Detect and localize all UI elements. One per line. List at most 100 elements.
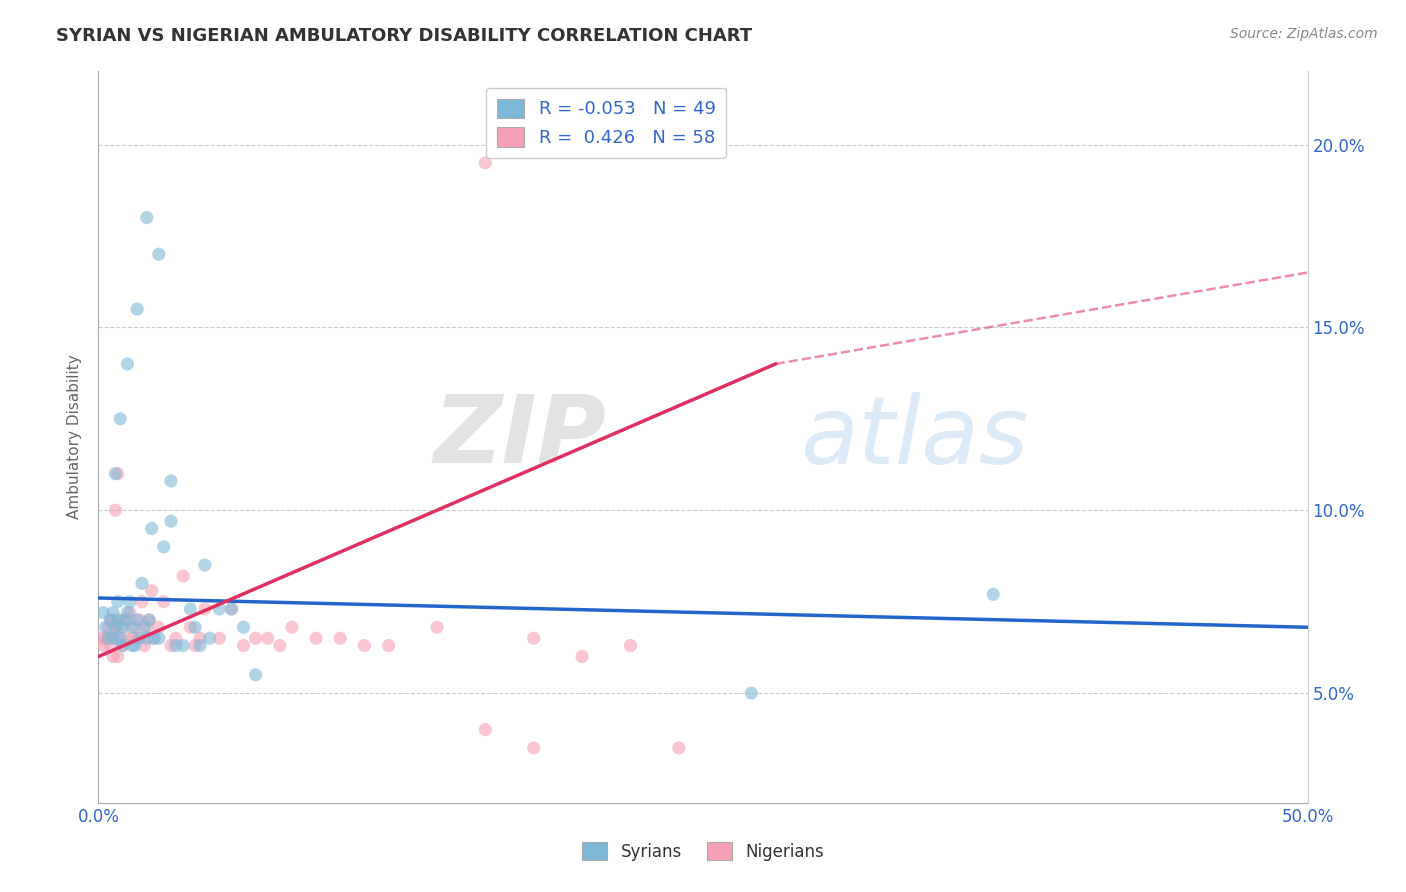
Point (100, 613, 122, 627)
Point (179, 602, 201, 616)
Text: atlas: atlas (800, 392, 1028, 483)
Point (221, 602, 243, 616)
Point (117, 357, 139, 371)
Point (97, 620, 120, 634)
Point (127, 632, 149, 646)
Point (91, 639, 114, 653)
Y-axis label: Ambulatory Disability: Ambulatory Disability (67, 355, 83, 519)
Point (134, 620, 156, 634)
Point (117, 606, 139, 620)
Point (135, 211, 157, 225)
Point (111, 639, 134, 653)
Point (121, 639, 143, 653)
Point (571, 649, 593, 664)
Point (104, 467, 127, 481)
Point (107, 632, 129, 646)
Point (111, 613, 134, 627)
Point (152, 540, 174, 554)
Point (232, 639, 254, 653)
Point (143, 632, 166, 646)
Point (426, 620, 449, 634)
Point (668, 740, 690, 755)
Point (148, 632, 170, 646)
Point (256, 632, 278, 646)
Point (97, 632, 120, 646)
Point (188, 639, 211, 653)
Point (101, 606, 124, 620)
Point (121, 632, 143, 646)
Point (353, 639, 375, 653)
Point (107, 613, 129, 627)
Point (165, 632, 187, 646)
Point (104, 620, 127, 634)
Point (108, 632, 131, 646)
Point (118, 606, 141, 620)
Point (107, 594, 129, 608)
Point (152, 594, 174, 608)
Point (740, 686, 762, 700)
Point (91, 606, 114, 620)
Point (474, 155, 496, 169)
Point (172, 639, 194, 653)
Point (90, 632, 112, 646)
Point (619, 639, 641, 653)
Point (138, 613, 160, 627)
Point (198, 632, 221, 646)
Point (128, 613, 150, 627)
Legend: Syrians, Nigerians: Syrians, Nigerians (575, 836, 831, 868)
Point (114, 632, 136, 646)
Point (269, 639, 291, 653)
Point (127, 302, 149, 317)
Point (305, 632, 328, 646)
Point (118, 594, 141, 608)
Point (160, 639, 183, 653)
Point (523, 632, 546, 646)
Point (221, 602, 243, 616)
Point (101, 632, 124, 646)
Point (104, 620, 127, 634)
Point (101, 632, 124, 646)
Point (245, 667, 267, 681)
Point (165, 639, 187, 653)
Point (188, 632, 211, 646)
Point (135, 632, 157, 646)
Point (981, 587, 1004, 601)
Point (111, 620, 134, 634)
Point (107, 467, 129, 481)
Point (124, 639, 146, 653)
Point (100, 613, 122, 627)
Point (134, 639, 156, 653)
Point (121, 620, 143, 634)
Point (329, 632, 352, 646)
Point (523, 740, 546, 755)
Point (131, 594, 153, 608)
Text: Source: ZipAtlas.com: Source: ZipAtlas.com (1230, 27, 1378, 41)
Point (127, 613, 149, 627)
Point (128, 632, 150, 646)
Point (208, 632, 231, 646)
Point (377, 639, 399, 653)
Point (148, 620, 170, 634)
Point (179, 620, 201, 634)
Text: ZIP: ZIP (433, 391, 606, 483)
Point (184, 639, 207, 653)
Point (141, 521, 163, 535)
Point (101, 613, 124, 627)
Point (281, 620, 304, 634)
Point (107, 649, 129, 664)
Point (194, 558, 217, 573)
Point (160, 514, 183, 528)
Point (208, 602, 231, 616)
Point (114, 613, 136, 627)
Point (184, 620, 207, 634)
Point (160, 474, 183, 488)
Point (245, 632, 267, 646)
Point (135, 620, 157, 634)
Text: SYRIAN VS NIGERIAN AMBULATORY DISABILITY CORRELATION CHART: SYRIAN VS NIGERIAN AMBULATORY DISABILITY… (56, 27, 752, 45)
Point (124, 620, 146, 634)
Point (94, 620, 117, 634)
Point (117, 613, 139, 627)
Point (232, 620, 254, 634)
Point (148, 247, 170, 261)
Point (111, 639, 134, 653)
